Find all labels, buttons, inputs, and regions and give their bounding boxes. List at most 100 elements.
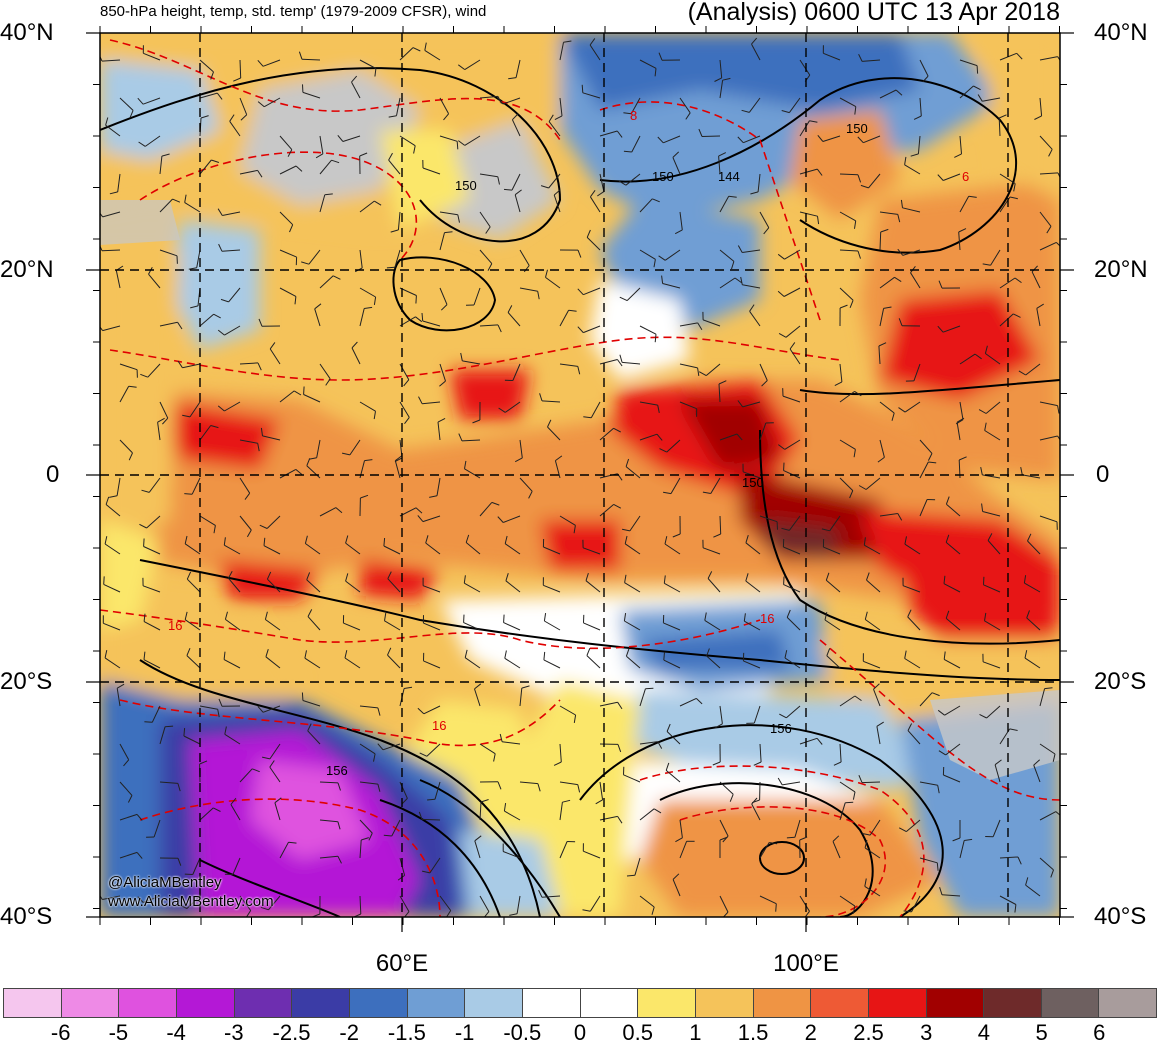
map-title: (Analysis) 0600 UTC 13 Apr 2018	[688, 0, 1060, 27]
colorbar-swatch	[811, 989, 869, 1017]
colorbar-tick-label: -4	[166, 1020, 186, 1046]
credit-twitter: @AliciaMBentley	[108, 874, 222, 891]
colorbar-tick-label: -2	[339, 1020, 359, 1046]
colorbar-swatch	[62, 989, 120, 1017]
wind-barb-flag	[422, 313, 423, 321]
height-label: 156	[326, 763, 348, 778]
colorbar	[3, 988, 1157, 1018]
wind-barb	[302, 59, 320, 60]
wind-barb-flag	[304, 387, 305, 395]
temp-label: 16	[168, 618, 182, 633]
colorbar-swatch	[927, 989, 985, 1017]
wind-barb	[720, 516, 721, 534]
wind-barb-flag	[427, 799, 435, 800]
colorbar-swatch	[292, 989, 350, 1017]
colorbar-tick-label: 2.5	[853, 1020, 884, 1046]
wind-barb-flag	[504, 189, 512, 190]
wind-barb	[862, 782, 880, 783]
colorbar-tick-label: -1	[455, 1020, 475, 1046]
lat-label-left: 40°S	[0, 903, 94, 931]
height-label: 150	[742, 475, 764, 490]
colorbar-tick-label: -3	[224, 1020, 244, 1046]
lat-label-right: 20°S	[1094, 668, 1160, 696]
lon-label: 60°E	[352, 950, 452, 978]
height-label: 150	[652, 169, 674, 184]
wind-barb	[240, 60, 241, 78]
colorbar-swatch	[4, 989, 62, 1017]
wind-barb-flag	[787, 837, 795, 838]
wind-barb-flag	[104, 576, 105, 584]
wind-barb-flag	[165, 726, 173, 727]
colorbar-tick-label: 0.5	[622, 1020, 653, 1046]
colorbar-tick-label: 4	[978, 1020, 990, 1046]
map-subtitle: 850-hPa height, temp, std. temp' (1979-2…	[100, 3, 486, 20]
lat-label-right: 20°N	[1094, 256, 1160, 284]
wind-barb-flag	[302, 693, 303, 701]
height-label: 150	[455, 178, 477, 193]
colorbar-swatch	[1099, 989, 1156, 1017]
wind-barb-flag	[416, 296, 417, 304]
lat-label-right: 40°N	[1094, 19, 1160, 47]
wind-barb	[880, 232, 881, 250]
wind-barb-flag	[845, 802, 853, 803]
temp-label: 16	[760, 611, 774, 626]
colorbar-tick-label: -1.5	[388, 1020, 426, 1046]
colorbar-tick-label: 0	[574, 1020, 586, 1046]
height-label: 144	[718, 169, 740, 184]
colorbar-swatch	[350, 989, 408, 1017]
lat-label-right: 0	[1096, 461, 1160, 489]
colorbar-tick-label: -5	[109, 1020, 129, 1046]
wind-barb-flag	[977, 66, 978, 74]
colorbar-swatch	[235, 989, 293, 1017]
colorbar-swatch	[638, 989, 696, 1017]
colorbar-swatch	[523, 989, 581, 1017]
colorbar-tick-label: 2	[805, 1020, 817, 1046]
colorbar-swatch	[869, 989, 927, 1017]
colorbar-swatch	[984, 989, 1042, 1017]
wind-barb-flag	[664, 652, 665, 660]
wind-barb-flag	[582, 85, 583, 93]
lat-label-left: 40°N	[0, 19, 94, 47]
lat-label-left: 20°N	[0, 256, 94, 284]
colorbar-swatch	[754, 989, 812, 1017]
colorbar-swatch	[408, 989, 466, 1017]
temp-label: 8	[630, 108, 637, 123]
colorbar-swatch	[581, 989, 639, 1017]
wind-barb-flag	[627, 875, 635, 876]
colorbar-tick-label: -0.5	[503, 1020, 541, 1046]
wind-barb-flag	[645, 688, 653, 689]
colorbar-swatch	[1042, 989, 1100, 1017]
colorbar-tick-label: -6	[51, 1020, 71, 1046]
wind-barb-flag	[387, 267, 395, 268]
wind-barb-flag	[776, 904, 777, 912]
colorbar-swatch	[696, 989, 754, 1017]
wind-barb-flag	[144, 722, 152, 723]
lat-label-left: 0	[46, 461, 140, 489]
height-label: 156	[770, 721, 792, 736]
wind-barb	[422, 819, 440, 820]
colorbar-swatch	[177, 989, 235, 1017]
colorbar-tick-label: 3	[920, 1020, 932, 1046]
temp-label: 6	[962, 169, 969, 184]
colorbar-tick-label: 6	[1093, 1020, 1105, 1046]
wind-barb-flag	[184, 494, 192, 495]
colorbar-labels: -6 -5 -4 -3 -2.5 -2 -1.5 -1 -0.5 0 0.5 1 1.5 2 2.5 3 4 5 6	[3, 1018, 1157, 1044]
colorbar-tick-label: 5	[1035, 1020, 1047, 1046]
credit-website: www.AliciaMBentley.com	[108, 893, 274, 910]
lon-label: 100°E	[756, 950, 856, 978]
colorbar-swatch	[119, 989, 177, 1017]
lat-label-left: 20°S	[0, 668, 94, 696]
colorbar-swatch	[465, 989, 523, 1017]
wind-barb-flag	[184, 728, 185, 736]
colorbar-tick-label: 1	[689, 1020, 701, 1046]
colorbar-tick-label: 1.5	[738, 1020, 769, 1046]
wind-barb-flag	[504, 615, 505, 623]
wind-barb-flag	[384, 538, 385, 546]
wind-barb-flag	[457, 141, 458, 149]
temp-label: 16	[432, 718, 446, 733]
wind-barb	[702, 136, 720, 137]
wind-barb-flag	[144, 539, 145, 547]
lat-label-right: 40°S	[1094, 903, 1160, 931]
height-label: 150	[846, 121, 868, 136]
colorbar-tick-label: -2.5	[273, 1020, 311, 1046]
